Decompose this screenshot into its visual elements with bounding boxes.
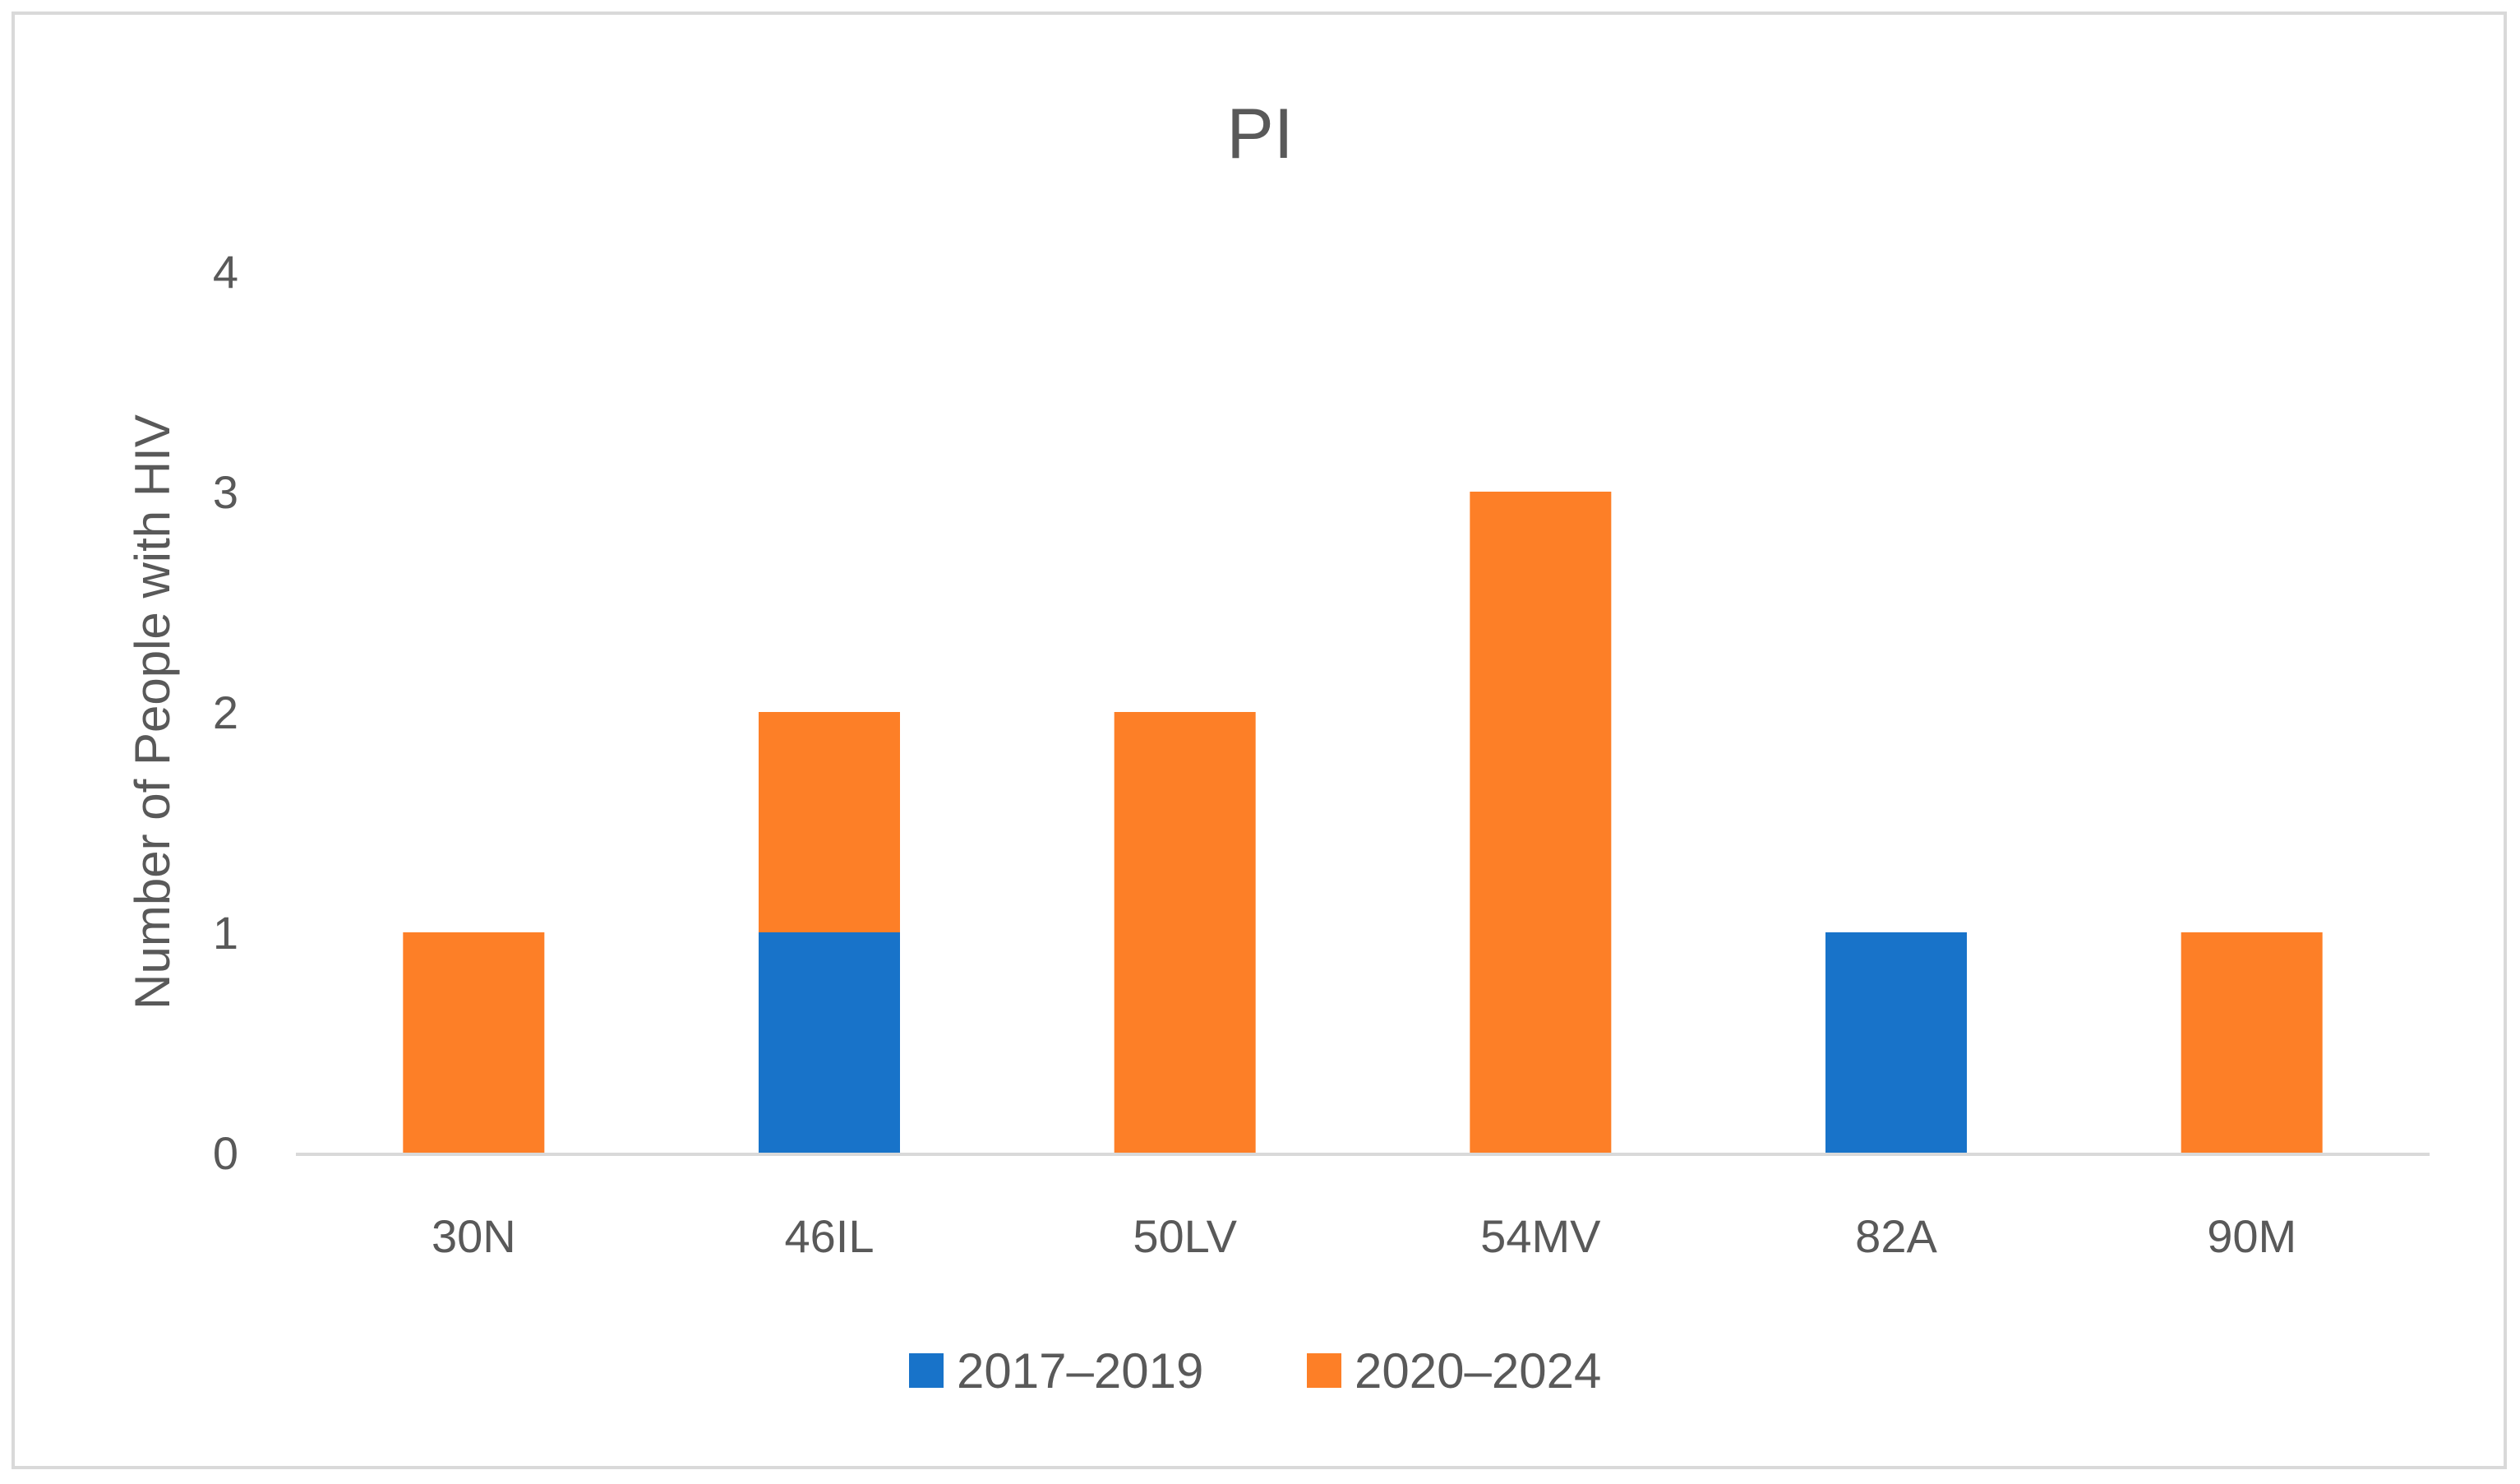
x-tick-label: 46IL — [785, 1210, 875, 1262]
y-tick-label: 4 — [213, 246, 238, 298]
chart-frame — [12, 12, 2507, 1469]
chart-title: PI — [1226, 95, 1293, 173]
y-tick-label: 2 — [213, 687, 238, 738]
legend-swatch-1 — [909, 1353, 944, 1388]
y-tick-label: 1 — [213, 907, 238, 959]
bar-30n-series-2 — [403, 932, 545, 1153]
legend-swatch-2 — [1307, 1353, 1341, 1388]
bar-50lv-series-2 — [1114, 712, 1256, 1153]
bars — [403, 492, 2323, 1153]
x-axis-ticks: 30N 46IL 50LV 54MV 82A 90M — [432, 1210, 2296, 1262]
y-tick-label: 0 — [213, 1127, 238, 1179]
x-tick-label: 30N — [432, 1210, 516, 1262]
legend-label-1: 2017–2019 — [957, 1343, 1203, 1398]
y-axis-title: Number of People with HIV — [125, 414, 180, 1010]
bar-90m-series-2 — [2181, 932, 2323, 1153]
bar-82a-series-1 — [1825, 932, 1967, 1153]
y-tick-label: 3 — [213, 466, 238, 518]
x-tick-label: 82A — [1855, 1210, 1937, 1262]
bar-46il-series-2 — [759, 712, 900, 932]
x-tick-label: 90M — [2207, 1210, 2296, 1262]
legend: 2017–2019 2020–2024 — [909, 1343, 1601, 1398]
bar-54mv-series-2 — [1470, 492, 1612, 1153]
bar-46il-series-1 — [759, 932, 900, 1153]
x-tick-label: 50LV — [1133, 1210, 1237, 1262]
y-axis-ticks: 0 1 2 3 4 — [213, 246, 238, 1179]
legend-label-2: 2020–2024 — [1355, 1343, 1601, 1398]
x-tick-label: 54MV — [1480, 1210, 1601, 1262]
